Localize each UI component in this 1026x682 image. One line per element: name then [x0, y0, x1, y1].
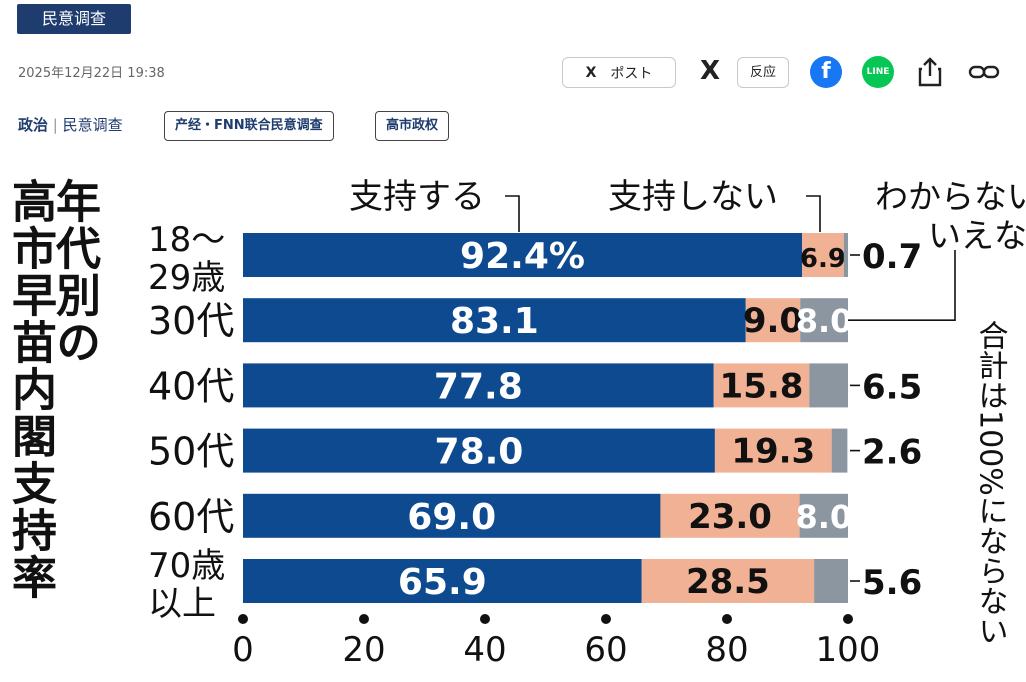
tag-sankei-fnn-poll[interactable]: 产经・FNN联合民意调查	[164, 111, 334, 141]
data-label-unknown: 0.7	[862, 237, 922, 277]
data-label-nonsupport: 19.3	[731, 432, 815, 472]
link-icon[interactable]	[966, 58, 1002, 86]
x-tick-label: 100	[816, 630, 881, 670]
data-label-unknown: 6.5	[862, 367, 922, 407]
bar-segment-nonsupport	[641, 559, 815, 603]
category-label: 50代	[148, 430, 234, 474]
bar-segment-support	[243, 233, 803, 277]
x-tick-dot	[238, 614, 248, 624]
bar-segment-support	[243, 298, 746, 343]
publish-date: 2025年12月22日 19:38	[18, 66, 165, 81]
bar-segment-unknown	[814, 559, 848, 603]
data-label-nonsupport: 6.9	[800, 244, 846, 274]
chart-note: 合計は100%にならない	[973, 320, 1008, 646]
data-label-support: 78.0	[435, 432, 524, 473]
bar-segment-unknown	[831, 428, 848, 473]
react-button[interactable]: 反应	[737, 57, 789, 88]
category-label: 70歳	[148, 546, 225, 586]
category-label: 以上	[148, 584, 216, 624]
bar-segment-unknown	[800, 298, 848, 343]
chart-title-line-1: 年代別の	[48, 178, 101, 366]
bar-segment-support	[243, 559, 642, 603]
category-label: 18～	[148, 220, 225, 260]
data-label-unknown: 5.6	[862, 563, 922, 603]
bar-segment-support	[243, 428, 715, 473]
x-post-button[interactable]: X ポスト	[562, 57, 676, 88]
legend-support: 支持する	[349, 177, 485, 217]
bar-segment-nonsupport	[713, 363, 810, 408]
line-icon[interactable]: LINE	[862, 56, 894, 88]
breadcrumb-separator: |	[52, 116, 58, 134]
bar-segment-nonsupport	[745, 298, 801, 343]
breadcrumb: 政治 | 民意调查	[18, 114, 123, 135]
bar-segment-unknown	[799, 493, 848, 538]
x-tick-dot	[601, 614, 611, 624]
bar-segment-support	[243, 363, 714, 408]
category-label: 60代	[148, 495, 234, 539]
legend-unknown-line-1: わからない	[875, 177, 1026, 216]
x-tick-label: 0	[232, 630, 254, 670]
data-label-support: 83.1	[450, 301, 539, 342]
x-icon: X	[585, 64, 597, 81]
facebook-icon[interactable]: f	[810, 56, 842, 88]
x-tick-label: 80	[705, 630, 748, 670]
x-tick-dot	[722, 614, 732, 624]
x-tick-label: 20	[342, 630, 385, 670]
x-tick-dot	[480, 614, 490, 624]
data-label-support: 65.9	[398, 562, 487, 603]
data-label-support: 77.8	[434, 366, 523, 407]
category-label: 29歳	[148, 258, 225, 298]
stacked-bar-chart: 支持する 支持しない わからないいえない 18～29歳 92.4% 6.9 0.7 30代 83…	[148, 177, 1026, 670]
bar-segment-unknown	[809, 363, 848, 408]
data-label-unknown: 2.6	[862, 433, 922, 473]
legend-nonsupport-leader	[806, 195, 821, 232]
category-label: 40代	[148, 364, 234, 408]
data-label-nonsupport: 15.8	[720, 366, 804, 406]
x-tick-label: 40	[463, 630, 506, 670]
category-badge[interactable]: 民意调查	[17, 4, 131, 34]
legend-nonsupport: 支持しない	[608, 177, 778, 217]
data-label-unknown: 8.0	[796, 302, 853, 340]
x-logo-icon[interactable]: X	[699, 56, 721, 86]
bar-segment-unknown	[843, 233, 848, 277]
x-tick-dot	[359, 614, 369, 624]
legend-unknown-line-2: いえない	[928, 216, 1026, 255]
data-label-unknown: 8.0	[795, 498, 852, 536]
breadcrumb-poll[interactable]: 民意调查	[62, 116, 123, 134]
bar-segment-nonsupport	[660, 493, 800, 538]
data-label-nonsupport: 28.5	[686, 562, 770, 602]
post-label: ポスト	[610, 65, 653, 82]
bar-segment-nonsupport	[802, 233, 844, 277]
data-label-support: 92.4%	[460, 236, 585, 277]
x-tick-dot	[843, 614, 853, 624]
data-label-support: 69.0	[407, 497, 496, 538]
tag-takaichi-administration[interactable]: 高市政权	[375, 111, 450, 141]
legend-support-leader	[505, 195, 520, 232]
data-label-nonsupport: 9.0	[743, 301, 803, 341]
bar-segment-support	[243, 493, 661, 538]
bar-segment-nonsupport	[714, 428, 832, 473]
share-icon[interactable]	[915, 56, 945, 88]
breadcrumb-politics[interactable]: 政治	[18, 116, 49, 134]
chart-title-line-2: 高市早苗内閣支持率	[4, 178, 57, 601]
legend-unknown-leader	[848, 250, 956, 321]
data-label-nonsupport: 23.0	[688, 497, 772, 537]
x-tick-label: 60	[584, 630, 627, 670]
category-label: 30代	[148, 299, 234, 343]
